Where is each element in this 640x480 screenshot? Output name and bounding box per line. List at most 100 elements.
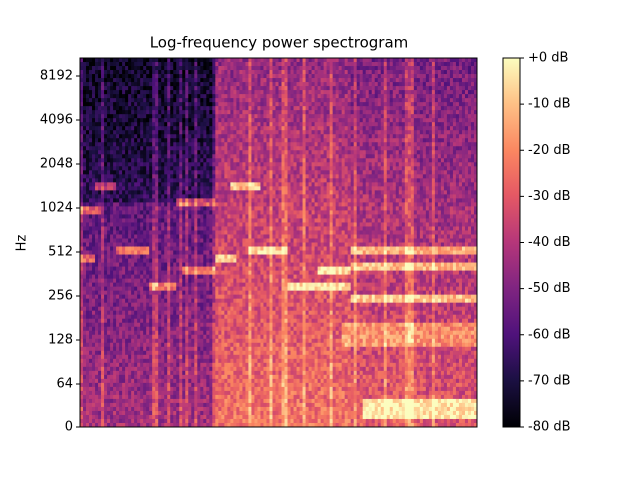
spectrogram-cell	[80, 138, 84, 143]
spectrogram-cell	[209, 350, 213, 356]
spectrogram-cell	[203, 262, 207, 267]
spectrogram-cell	[86, 398, 90, 404]
spectrogram-cell	[200, 150, 204, 155]
spectrogram-cell	[131, 66, 135, 71]
spectrogram-cell	[176, 262, 180, 267]
spectrogram-cell	[104, 238, 108, 243]
spectrogram-cell	[236, 222, 240, 227]
spectrogram-cell	[194, 78, 198, 83]
spectrogram-cell	[230, 274, 234, 279]
spectrogram-cell	[233, 178, 237, 183]
spectrogram-cell	[218, 118, 222, 123]
spectrogram-cell	[194, 66, 198, 71]
spectrogram-cell	[206, 318, 210, 324]
spectrogram-cell	[104, 114, 108, 119]
spectrogram-cell	[146, 190, 150, 195]
spectrogram-cell	[116, 258, 120, 263]
spectrogram-cell	[200, 330, 204, 336]
spectrogram-cell	[233, 314, 237, 320]
spectrogram-cell	[182, 278, 186, 284]
spectrogram-cell	[92, 270, 96, 275]
spectrogram-cell	[215, 378, 219, 384]
spectrogram-cell	[194, 178, 198, 183]
spectrogram-cell	[125, 266, 129, 271]
spectrogram-cell	[218, 418, 222, 424]
spectrogram-cell	[161, 358, 165, 364]
spectrogram-cell	[212, 206, 216, 211]
spectrogram-cell	[119, 246, 123, 251]
spectrogram-cell	[161, 326, 165, 332]
spectrogram-cell	[170, 210, 174, 215]
spectrogram-cell	[200, 338, 204, 344]
spectrogram-cell	[236, 282, 240, 288]
spectrogram-cell	[92, 242, 96, 247]
spectrogram-cell	[152, 154, 156, 159]
spectrogram-cell	[236, 366, 240, 372]
spectrogram-cell	[167, 182, 171, 187]
spectrogram-cell	[188, 274, 192, 279]
spectrogram-cell	[134, 130, 138, 135]
spectrogram-cell	[203, 294, 207, 300]
spectrogram-cell	[170, 238, 174, 243]
spectrogram-cell	[227, 238, 231, 243]
spectrogram-cell	[131, 174, 135, 179]
spectrogram-cell	[146, 70, 150, 75]
spectrogram-cell	[158, 326, 162, 332]
spectrogram-cell	[221, 354, 225, 360]
spectrogram-cell	[86, 242, 90, 247]
spectrogram-cell	[98, 390, 102, 396]
spectrogram-cell	[107, 130, 111, 135]
spectrogram-cell	[197, 234, 201, 239]
spectrogram-cell	[110, 122, 114, 127]
spectrogram-cell	[80, 170, 84, 175]
spectrogram-cell	[152, 362, 156, 368]
spectrogram-cell	[89, 150, 93, 155]
spectrogram-cell	[167, 378, 171, 384]
spectrogram-cell	[83, 62, 87, 67]
spectrogram-cell	[203, 346, 207, 352]
spectrogram-cell	[113, 58, 117, 63]
spectrogram-cell	[92, 418, 96, 424]
spectrogram-cell	[209, 174, 213, 179]
spectrogram-cell	[95, 94, 99, 99]
spectrogram-cell	[221, 182, 225, 187]
spectrogram-cell	[152, 74, 156, 79]
spectrogram-cell	[179, 278, 183, 284]
spectrogram-cell	[224, 118, 228, 123]
spectrogram-cell	[128, 234, 132, 239]
spectrogram-cell	[218, 190, 222, 195]
spectrogram-cell	[140, 246, 144, 251]
spectrogram-cell	[224, 226, 228, 231]
spectrogram-cell	[239, 146, 243, 151]
spectrogram-cell	[116, 94, 120, 99]
spectrogram-cell	[197, 230, 201, 235]
spectrogram-cell	[113, 262, 117, 267]
spectrogram-cell	[170, 350, 174, 356]
spectrogram-cell	[140, 238, 144, 243]
spectrogram-cell	[125, 82, 129, 87]
spectrogram-cell	[95, 242, 99, 247]
spectrogram-cell	[161, 286, 165, 292]
spectrogram-cell	[221, 206, 225, 211]
spectrogram-cell	[203, 394, 207, 400]
spectrogram-cell	[101, 214, 105, 219]
spectrogram-cell	[125, 186, 129, 191]
spectrogram-cell	[218, 98, 222, 103]
spectrogram-cell	[125, 198, 129, 203]
spectrogram-cell	[191, 398, 195, 404]
spectrogram-cell	[128, 154, 132, 159]
spectrogram-cell	[167, 302, 171, 308]
spectrogram-cell	[116, 378, 120, 384]
spectrogram-cell	[140, 142, 144, 147]
spectrogram-cell	[173, 190, 177, 195]
spectrogram-cell	[83, 106, 87, 111]
spectrogram-cell	[80, 274, 84, 279]
spectrogram-cell	[203, 386, 207, 392]
spectrogram-cell	[125, 382, 129, 388]
spectrogram-cell	[230, 158, 234, 163]
spectrogram-cell	[122, 306, 126, 312]
spectrogram-cell	[128, 70, 132, 75]
spectrogram-cell	[215, 190, 219, 195]
spectrogram-cell	[89, 58, 93, 63]
spectrogram-cell	[194, 242, 198, 247]
